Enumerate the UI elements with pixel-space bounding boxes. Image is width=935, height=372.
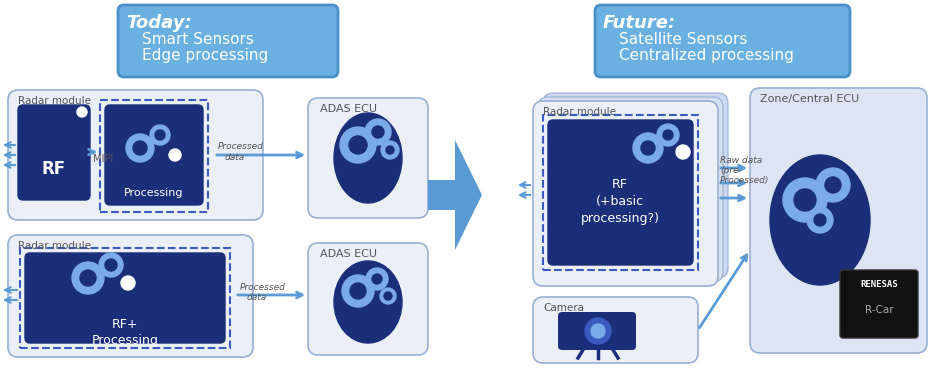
- FancyBboxPatch shape: [840, 270, 918, 338]
- FancyBboxPatch shape: [558, 312, 636, 350]
- Text: Smart Sensors: Smart Sensors: [142, 32, 254, 47]
- Text: Processed: Processed: [218, 142, 264, 151]
- FancyBboxPatch shape: [8, 90, 263, 220]
- Circle shape: [633, 133, 663, 163]
- Ellipse shape: [334, 261, 402, 343]
- Circle shape: [77, 107, 87, 117]
- Text: Processed): Processed): [720, 176, 770, 185]
- Circle shape: [794, 189, 816, 211]
- Circle shape: [663, 130, 673, 140]
- Text: Radar module: Radar module: [18, 96, 91, 106]
- Circle shape: [372, 126, 384, 138]
- Circle shape: [591, 324, 605, 338]
- FancyBboxPatch shape: [308, 243, 428, 355]
- Circle shape: [641, 141, 655, 155]
- Circle shape: [585, 318, 611, 344]
- Circle shape: [72, 262, 104, 294]
- Circle shape: [105, 259, 117, 271]
- Ellipse shape: [334, 113, 402, 203]
- Circle shape: [384, 292, 392, 300]
- Circle shape: [80, 270, 96, 286]
- Text: Satellite Sensors: Satellite Sensors: [619, 32, 747, 47]
- FancyBboxPatch shape: [8, 235, 253, 357]
- Text: Processed: Processed: [240, 283, 286, 292]
- Circle shape: [365, 119, 391, 145]
- Circle shape: [126, 134, 154, 162]
- FancyBboxPatch shape: [533, 101, 718, 286]
- Circle shape: [372, 274, 382, 284]
- Text: data: data: [225, 153, 245, 162]
- FancyBboxPatch shape: [118, 5, 338, 77]
- Text: Camera: Camera: [543, 303, 584, 313]
- Circle shape: [825, 177, 841, 193]
- Circle shape: [340, 127, 376, 163]
- Text: Radar module: Radar module: [18, 241, 91, 251]
- Text: RF: RF: [42, 160, 66, 178]
- Circle shape: [816, 168, 850, 202]
- Circle shape: [121, 276, 135, 290]
- FancyBboxPatch shape: [25, 253, 225, 343]
- FancyBboxPatch shape: [18, 105, 90, 200]
- Circle shape: [386, 146, 394, 154]
- Text: Centralized processing: Centralized processing: [619, 48, 794, 63]
- Polygon shape: [428, 140, 482, 250]
- Circle shape: [366, 268, 388, 290]
- Text: MIPI: MIPI: [93, 154, 113, 164]
- Circle shape: [169, 149, 181, 161]
- Circle shape: [99, 253, 123, 277]
- Circle shape: [155, 130, 165, 140]
- Circle shape: [814, 214, 826, 226]
- Ellipse shape: [770, 155, 870, 285]
- Text: Today:: Today:: [126, 14, 192, 32]
- Bar: [543, 115, 698, 270]
- Circle shape: [783, 178, 827, 222]
- Text: Edge processing: Edge processing: [142, 48, 268, 63]
- FancyBboxPatch shape: [595, 5, 850, 77]
- Text: R-Car: R-Car: [865, 305, 893, 315]
- Text: RENESAS: RENESAS: [860, 280, 898, 289]
- FancyBboxPatch shape: [308, 98, 428, 218]
- Circle shape: [133, 141, 147, 155]
- FancyBboxPatch shape: [543, 93, 728, 278]
- Circle shape: [381, 141, 399, 159]
- Text: RF+
Processing: RF+ Processing: [92, 318, 158, 347]
- Circle shape: [150, 125, 170, 145]
- Text: Future:: Future:: [603, 14, 676, 32]
- FancyBboxPatch shape: [750, 88, 927, 353]
- Circle shape: [380, 288, 396, 304]
- FancyBboxPatch shape: [548, 120, 693, 265]
- Text: (pre-: (pre-: [720, 166, 741, 175]
- FancyBboxPatch shape: [538, 97, 723, 282]
- Text: Processing: Processing: [124, 188, 184, 198]
- Bar: [100, 100, 208, 212]
- FancyBboxPatch shape: [105, 105, 203, 205]
- Circle shape: [657, 124, 679, 146]
- Text: Raw data: Raw data: [720, 156, 762, 165]
- Circle shape: [676, 145, 690, 159]
- Text: Zone/Central ECU: Zone/Central ECU: [760, 94, 859, 104]
- Circle shape: [350, 283, 366, 299]
- Text: ADAS ECU: ADAS ECU: [320, 104, 377, 114]
- FancyBboxPatch shape: [533, 297, 698, 363]
- Text: Radar module: Radar module: [543, 107, 616, 117]
- Circle shape: [349, 136, 367, 154]
- Text: ADAS ECU: ADAS ECU: [320, 249, 377, 259]
- Text: RF
(+basic
processing?): RF (+basic processing?): [581, 178, 659, 225]
- Circle shape: [342, 275, 374, 307]
- Bar: [20, 248, 230, 348]
- Text: data: data: [247, 293, 267, 302]
- Circle shape: [807, 207, 833, 233]
